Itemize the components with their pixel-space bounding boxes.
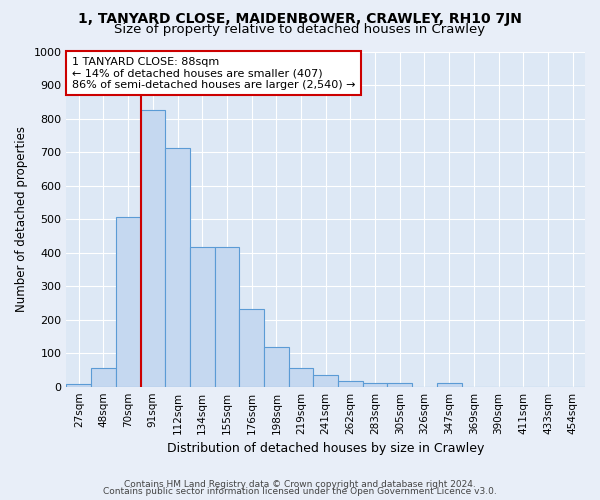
Text: 1 TANYARD CLOSE: 88sqm
← 14% of detached houses are smaller (407)
86% of semi-de: 1 TANYARD CLOSE: 88sqm ← 14% of detached… — [71, 56, 355, 90]
Bar — [264, 347, 289, 387]
Bar — [140, 110, 165, 386]
Bar — [313, 375, 338, 386]
Text: Size of property relative to detached houses in Crawley: Size of property relative to detached ho… — [115, 22, 485, 36]
Bar — [338, 380, 363, 386]
Bar — [363, 382, 388, 386]
Bar — [67, 384, 91, 386]
Text: 1, TANYARD CLOSE, MAIDENBOWER, CRAWLEY, RH10 7JN: 1, TANYARD CLOSE, MAIDENBOWER, CRAWLEY, … — [78, 12, 522, 26]
Bar — [190, 246, 215, 386]
Text: Contains public sector information licensed under the Open Government Licence v3: Contains public sector information licen… — [103, 488, 497, 496]
Bar — [215, 246, 239, 386]
Bar — [91, 368, 116, 386]
X-axis label: Distribution of detached houses by size in Crawley: Distribution of detached houses by size … — [167, 442, 484, 455]
Bar — [116, 218, 140, 386]
Y-axis label: Number of detached properties: Number of detached properties — [15, 126, 28, 312]
Bar — [165, 148, 190, 386]
Text: Contains HM Land Registry data © Crown copyright and database right 2024.: Contains HM Land Registry data © Crown c… — [124, 480, 476, 489]
Bar — [437, 384, 461, 386]
Bar — [289, 368, 313, 386]
Bar — [239, 309, 264, 386]
Bar — [388, 384, 412, 386]
